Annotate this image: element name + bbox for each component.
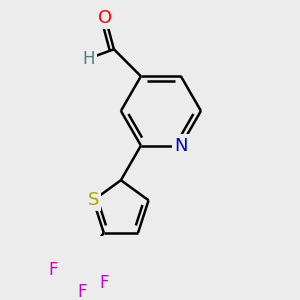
- Text: S: S: [88, 191, 99, 209]
- Text: O: O: [98, 9, 112, 27]
- Text: H: H: [82, 50, 94, 68]
- Text: F: F: [99, 274, 108, 292]
- Text: N: N: [174, 136, 188, 154]
- Text: F: F: [49, 261, 58, 279]
- Text: F: F: [78, 283, 87, 300]
